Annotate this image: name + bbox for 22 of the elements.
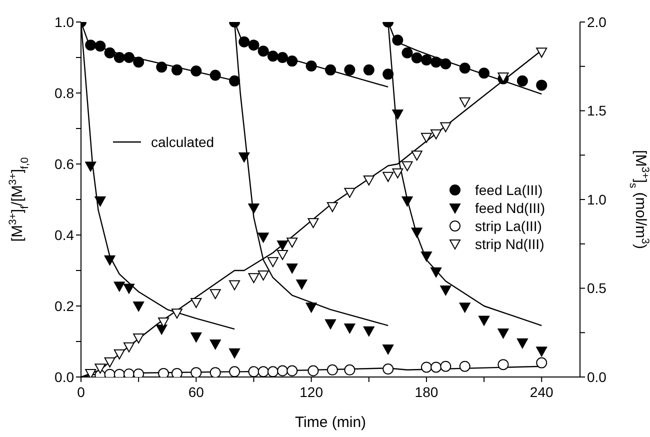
y-tick-label: 0.6 (54, 156, 74, 172)
legend-label: strip La(III) (475, 218, 542, 234)
x-tick-label: 240 (530, 384, 554, 400)
y-tick-label: 0.0 (54, 368, 74, 385)
legend-label: feed La(III) (475, 182, 543, 198)
legend-label: strip Nd(III) (475, 236, 544, 252)
x-axis-title: Time (min) (294, 414, 366, 431)
legend-label: feed Nd(III) (475, 200, 546, 216)
y2-tick-label: 2.0 (587, 14, 607, 30)
x-tick-label: 60 (188, 384, 204, 400)
y-tick-label: 0.2 (54, 298, 74, 314)
x-tick-label: 120 (300, 384, 324, 400)
y2-tick-label: 1.0 (587, 191, 607, 208)
legend-label: calculated (151, 134, 214, 150)
x-tick-label: 0 (77, 384, 86, 400)
y2-tick-label: 0.5 (587, 280, 607, 296)
y2-tick-label: 1.5 (587, 102, 607, 119)
y2-tick-label: 0.0 (587, 368, 607, 385)
y-tick-label: 0.8 (54, 84, 74, 101)
y-tick-label: 1.0 (54, 14, 74, 30)
y-tick-label: 0.4 (54, 226, 74, 243)
x-tick-label: 180 (414, 384, 438, 400)
